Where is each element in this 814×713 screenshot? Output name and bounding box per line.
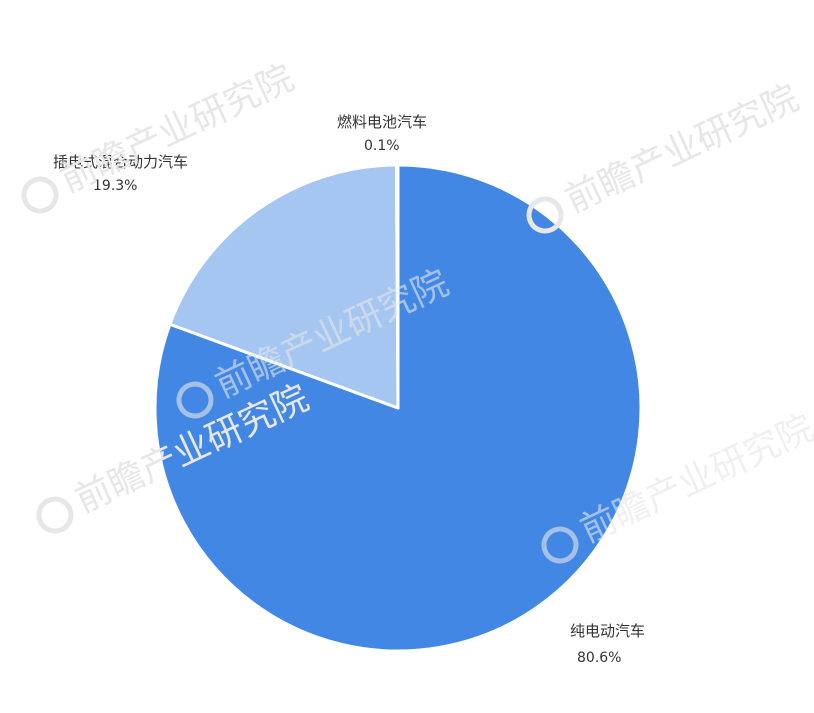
- slice-label-phev: 插电式混合动力汽车: [53, 153, 188, 171]
- slice-value-phev: 19.3%: [93, 178, 137, 194]
- pie-slices: [153, 163, 643, 653]
- pie-slice-fcev: [394, 163, 400, 410]
- slice-label-bev: 纯电动汽车: [570, 622, 645, 640]
- pie-labels: 纯电动汽车 80.6% 插电式混合动力汽车 19.3% 燃料电池汽车 0.1%: [53, 113, 645, 666]
- slice-value-bev: 80.6%: [577, 650, 621, 666]
- slice-label-fcev: 燃料电池汽车: [337, 113, 427, 131]
- slice-value-fcev: 0.1%: [364, 138, 400, 154]
- pie-slice-phev: [168, 163, 400, 410]
